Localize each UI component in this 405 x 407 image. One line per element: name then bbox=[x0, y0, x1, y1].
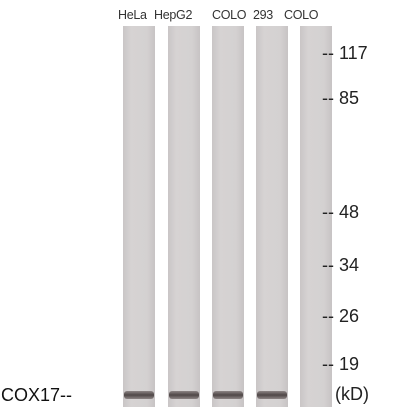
lane-label-hela: HeLa bbox=[118, 8, 147, 22]
marker-117: -- 117 bbox=[322, 43, 368, 63]
lane-label-colo-2: COLO bbox=[284, 8, 319, 22]
marker-48: -- 48 bbox=[322, 202, 360, 222]
marker-85: -- 85 bbox=[322, 88, 360, 108]
band-colo-1 bbox=[213, 391, 243, 399]
lane-293 bbox=[256, 26, 288, 407]
lane-label-293: 293 bbox=[253, 8, 273, 22]
lane-label-colo-1: COLO bbox=[212, 8, 247, 22]
marker-34: -- 34 bbox=[322, 255, 360, 275]
band-hela bbox=[124, 391, 154, 399]
band-293 bbox=[257, 391, 287, 399]
lane-label-hepg2: HepG2 bbox=[154, 8, 193, 22]
band-label-cox17: COX17-- bbox=[1, 385, 73, 405]
lane-hepg2 bbox=[168, 26, 200, 407]
band-hepg2 bbox=[169, 391, 199, 399]
marker-26: -- 26 bbox=[322, 306, 360, 326]
lane-hela bbox=[123, 26, 155, 407]
unit-label: (kD) bbox=[335, 384, 369, 404]
lane-colo-2 bbox=[300, 26, 332, 407]
marker-19: -- 19 bbox=[322, 354, 360, 374]
lane-colo-1 bbox=[212, 26, 244, 407]
